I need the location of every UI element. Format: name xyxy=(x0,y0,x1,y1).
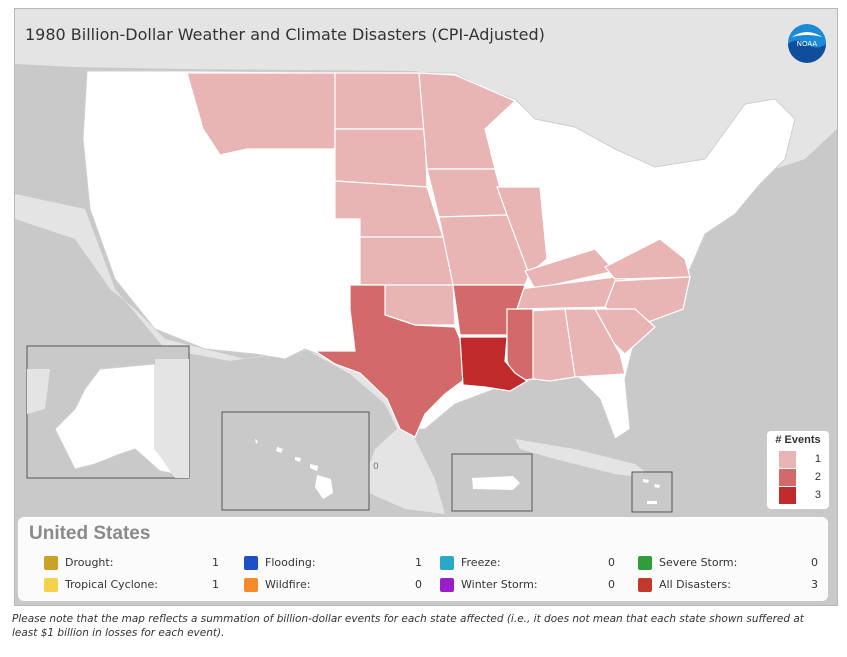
category-wildfire: Wildfire: 0 xyxy=(244,577,422,595)
category-label: Wildfire: xyxy=(265,578,311,591)
hawaii-inset[interactable] xyxy=(221,411,370,511)
legend-title: # Events xyxy=(775,434,821,446)
category-label: Freeze: xyxy=(461,556,501,569)
category-all-disasters: All Disasters: 3 xyxy=(638,577,818,595)
category-label: All Disasters: xyxy=(659,578,731,591)
category-label: Severe Storm: xyxy=(659,556,738,569)
category-label: Flooding: xyxy=(265,556,316,569)
category-count: 1 xyxy=(415,556,422,569)
cuba-land xyxy=(515,439,655,479)
legend-value-3: 3 xyxy=(814,489,821,501)
drought-swatch xyxy=(44,556,58,570)
state-louisiana[interactable] xyxy=(459,336,529,392)
alaska-inset[interactable] xyxy=(26,345,190,479)
category-count: 1 xyxy=(212,556,219,569)
category-label: Winter Storm: xyxy=(461,578,538,591)
territory-puerto-rico[interactable] xyxy=(472,476,520,490)
severe-storm-swatch xyxy=(638,556,652,570)
legend-value-2: 2 xyxy=(814,471,821,483)
category-count: 0 xyxy=(811,556,818,569)
winter-storm-swatch xyxy=(440,578,454,592)
freeze-swatch xyxy=(440,556,454,570)
puerto-rico-inset[interactable] xyxy=(451,453,533,512)
category-winter-storm: Winter Storm: 0 xyxy=(440,577,615,595)
wildfire-swatch xyxy=(244,578,258,592)
state-texas[interactable] xyxy=(312,284,466,438)
category-count: 1 xyxy=(212,578,219,591)
category-count: 0 xyxy=(608,556,615,569)
state-virginia[interactable] xyxy=(604,238,691,280)
territory-virgin-islands[interactable] xyxy=(643,479,660,504)
summary-panel: United States Drought: 1 Flooding: 1 Fre… xyxy=(18,517,828,601)
us-map[interactable]: 0 xyxy=(15,9,837,605)
canada-inset-land xyxy=(155,359,189,478)
legend-value-1: 1 xyxy=(814,453,821,465)
category-flooding: Flooding: 1 xyxy=(244,555,422,573)
noaa-logo-text: NOAA xyxy=(797,40,818,48)
state-kansas[interactable] xyxy=(359,236,454,286)
all-disasters-swatch xyxy=(638,578,652,592)
virgin-islands-inset[interactable] xyxy=(631,471,673,513)
category-count: 3 xyxy=(811,578,818,591)
state-hawaii[interactable] xyxy=(255,439,333,499)
map-title: 1980 Billion-Dollar Weather and Climate … xyxy=(25,25,545,44)
category-tropical-cyclone: Tropical Cyclone: 1 xyxy=(44,577,219,595)
category-count: 0 xyxy=(415,578,422,591)
mexico-land xyxy=(15,194,445,514)
footnote: Please note that the map reflects a summ… xyxy=(12,613,804,639)
state-south-dakota[interactable] xyxy=(334,128,428,188)
state-iowa[interactable] xyxy=(426,168,508,218)
tropical-cyclone-swatch xyxy=(44,578,58,592)
events-legend: # Events 1 2 3 xyxy=(767,431,829,509)
legend-swatch-1 xyxy=(779,451,796,468)
category-severe-storm: Severe Storm: 0 xyxy=(638,555,818,573)
category-count: 0 xyxy=(608,578,615,591)
category-freeze: Freeze: 0 xyxy=(440,555,615,573)
category-label: Tropical Cyclone: xyxy=(65,578,158,591)
flooding-swatch xyxy=(244,556,258,570)
summary-title: United States xyxy=(29,523,151,544)
legend-swatch-2 xyxy=(779,469,796,486)
category-label: Drought: xyxy=(65,556,114,569)
inset-zero-marker: 0 xyxy=(373,462,379,472)
russia-land xyxy=(27,369,50,414)
category-drought: Drought: 1 xyxy=(44,555,219,573)
state-north-dakota[interactable] xyxy=(334,72,426,130)
map-frame: 0 1980 Billion-Dollar Weather and Climat… xyxy=(14,8,838,606)
noaa-logo-icon: NOAA xyxy=(788,24,826,63)
legend-swatch-3 xyxy=(779,487,796,504)
